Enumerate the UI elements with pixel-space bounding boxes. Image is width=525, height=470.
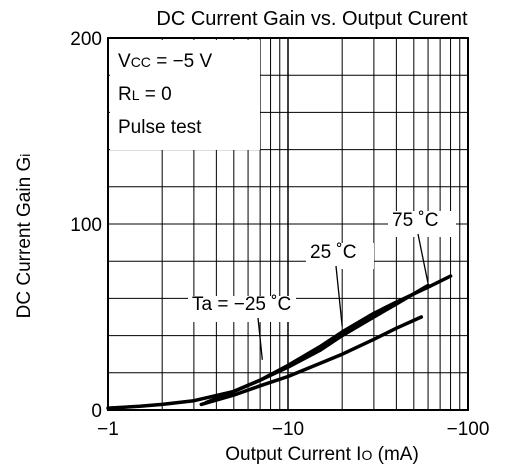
y-tick-label: 0 bbox=[91, 401, 102, 422]
x-axis-label: Output Current IO (mA) bbox=[225, 444, 419, 465]
series-labels: Ta = −25 ˚C 25 ˚C 75 ˚C bbox=[188, 210, 456, 360]
condition-rest: = 0 bbox=[140, 84, 172, 105]
condition-rest: = −5 V bbox=[151, 51, 213, 72]
series-leader-line bbox=[335, 265, 343, 327]
series-label-bg bbox=[188, 296, 296, 322]
condition-main: Pulse test bbox=[118, 117, 202, 138]
x-axis-label-sub: O bbox=[361, 447, 372, 463]
y-tick-label: 100 bbox=[70, 215, 102, 236]
x-tick-label: −10 bbox=[272, 419, 304, 440]
condition-text: RL = 0 bbox=[118, 84, 172, 105]
y-axis-label: DC Current Gain Gi bbox=[14, 154, 35, 319]
series-label: Ta = −25 ˚C bbox=[192, 294, 291, 315]
series-label-bg bbox=[306, 243, 374, 269]
x-tick-label: −100 bbox=[447, 419, 490, 440]
series-line-2 bbox=[106, 274, 453, 410]
series-label: 75 ˚C bbox=[392, 210, 438, 231]
y-tick-label: 200 bbox=[70, 29, 102, 50]
y-axis-label-sub: i bbox=[17, 154, 33, 157]
series-leader-line bbox=[257, 317, 263, 360]
conditions-background bbox=[110, 40, 260, 150]
condition-text: Pulse test bbox=[118, 117, 202, 138]
condition-text: VCC = −5 V bbox=[118, 51, 213, 72]
conditions-box: VCC = −5 V RL = 0 Pulse test bbox=[110, 40, 260, 150]
x-tick-label: −1 bbox=[97, 419, 119, 440]
condition-sub: CC bbox=[131, 54, 151, 70]
plot-frame bbox=[107, 37, 469, 411]
series-label: 25 ˚C bbox=[310, 242, 356, 263]
series-line-0 bbox=[199, 315, 424, 407]
chart-title: DC Current Gain vs. Output Curent bbox=[156, 8, 468, 30]
x-axis-label-main: Output Current I bbox=[225, 444, 361, 465]
series-lines bbox=[106, 274, 453, 410]
x-axis-label-unit: (mA) bbox=[372, 444, 418, 465]
condition-main: R bbox=[118, 84, 132, 105]
condition-sub: L bbox=[132, 87, 140, 103]
series-label-bg bbox=[388, 211, 456, 237]
y-axis-label-main: DC Current Gain G bbox=[14, 157, 35, 319]
series-leader-line bbox=[417, 233, 429, 284]
tick-labels: −1 −10 −100 0 100 200 bbox=[70, 29, 489, 440]
condition-main: V bbox=[118, 51, 131, 72]
